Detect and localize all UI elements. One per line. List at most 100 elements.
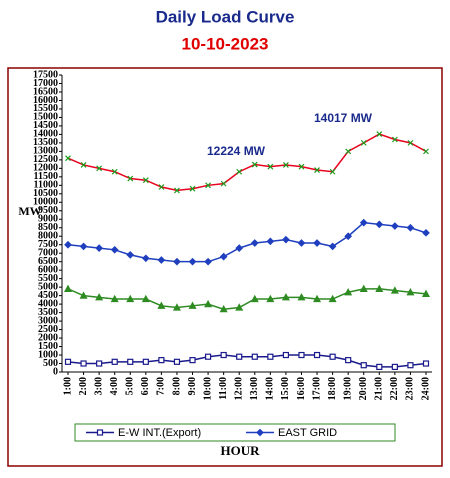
marker [328,294,337,303]
marker [422,360,430,367]
marker [204,299,213,308]
marker [266,237,275,246]
marker [111,358,118,365]
marker [64,240,72,249]
legend-entry: E-W INT.(Export) [86,427,201,439]
marker [345,148,352,155]
x-tick-label: 3:00 [93,377,104,395]
marker [220,351,227,359]
y-tick-label: 14500 [33,120,58,131]
legend-label: EAST GRID [278,427,337,439]
y-tick-label: 12000 [33,163,58,174]
y-tick-label: 14000 [33,129,58,140]
marker [407,362,414,369]
chart-title: Daily Load Curve [156,7,295,26]
marker [141,254,150,263]
marker [188,301,197,309]
y-tick-label: 17000 [33,78,58,89]
marker [111,168,118,175]
marker [96,360,103,367]
marker [256,428,264,437]
marker [329,353,336,360]
marker [344,287,353,296]
marker [250,239,259,247]
x-tick-label: 2:00 [78,377,89,395]
marker [406,223,415,232]
marker [297,293,306,301]
series-line [67,288,427,310]
marker [158,184,165,190]
marker [282,351,290,359]
marker [80,162,87,168]
marker [360,362,367,369]
marker [157,301,166,309]
x-tick-label: 8:00 [171,377,182,395]
x-tick-label: 10:00 [202,377,213,400]
marker [236,353,243,360]
x-tick-label: 22:00 [389,377,400,400]
marker [298,351,305,359]
marker [96,165,103,172]
marker [314,167,320,173]
marker [127,358,134,365]
y-tick-label: 9000 [38,214,58,225]
y-tick-label: 12500 [33,154,58,165]
marker [344,232,353,241]
marker [391,363,398,371]
x-tick-label: 15:00 [280,377,291,400]
y-tick-label: 5000 [38,281,58,292]
marker [235,244,244,252]
marker [95,293,104,301]
marker [281,293,290,301]
marker [360,139,367,146]
marker [251,353,258,360]
marker [172,303,181,311]
marker [423,148,429,155]
marker [390,286,399,294]
y-tick-label: 13000 [33,146,58,157]
marker [189,185,196,192]
y-tick-label: 3500 [38,307,58,318]
x-tick-label: 23:00 [405,377,416,400]
marker [204,257,212,266]
series-line [67,354,427,368]
y-tick-label: 15500 [33,103,58,114]
x-tick-label: 11:00 [218,377,229,400]
marker [65,155,71,162]
x-tick-label: 9:00 [187,377,198,395]
y-tick-label: 0 [53,366,58,377]
marker [345,357,352,364]
marker [110,294,119,303]
marker [376,131,383,138]
marker [96,429,104,436]
x-tick-label: 4:00 [109,377,120,395]
marker [359,284,368,292]
x-tick-label: 12:00 [234,377,245,400]
marker [174,187,180,194]
marker [79,291,88,299]
y-axis-label: MW [18,204,41,218]
x-tick-label: 18:00 [327,377,338,400]
y-tick-label: 15000 [33,112,58,123]
y-tick-label: 4000 [38,298,58,309]
x-tick-label: 5:00 [125,377,136,395]
marker [313,351,321,359]
marker [266,294,275,303]
marker [376,363,383,371]
y-tick-label: 8000 [38,231,58,242]
series-line [67,133,427,192]
marker [375,284,384,292]
marker [313,239,321,247]
marker [359,218,368,227]
y-tick-label: 9500 [38,205,58,216]
y-tick-label: 11500 [34,171,58,182]
y-tick-label: 13500 [33,137,58,148]
y-tick-label: 11000 [34,180,58,191]
series-line [67,221,427,263]
marker [204,353,212,360]
marker [220,180,227,187]
marker [391,136,398,143]
y-tick-label: 7500 [38,239,58,250]
marker [407,139,414,146]
